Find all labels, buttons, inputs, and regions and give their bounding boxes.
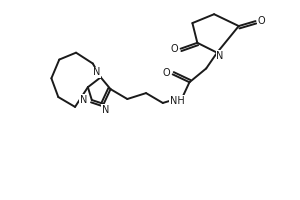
Text: N: N: [102, 105, 109, 115]
Text: N: N: [80, 95, 88, 105]
Text: N: N: [216, 51, 224, 61]
Text: NH: NH: [170, 96, 185, 106]
Text: N: N: [93, 67, 100, 77]
Text: O: O: [171, 44, 178, 54]
Text: O: O: [163, 68, 171, 78]
Text: O: O: [258, 16, 265, 26]
